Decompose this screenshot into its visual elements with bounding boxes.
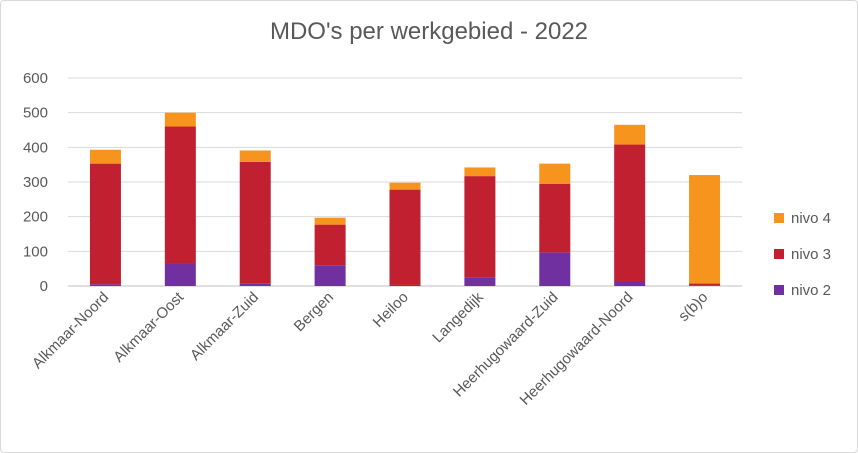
bar-nivo-4: [539, 163, 571, 184]
bar-nivo-3: [164, 126, 196, 264]
bar-nivo-3: [314, 224, 346, 266]
bar-nivo-4: [689, 175, 721, 284]
bar-nivo-4: [314, 217, 346, 225]
bar-nivo-4: [614, 124, 646, 145]
x-tick-label: Bergen: [291, 289, 337, 335]
bar-nivo-2: [689, 285, 721, 286]
x-tick-label: Heiloo: [370, 289, 412, 331]
x-tick-label: Alkmaar-Noord: [29, 289, 112, 372]
bar-nivo-3: [464, 176, 496, 278]
bar-nivo-3: [239, 161, 271, 284]
bar-nivo-3: [389, 189, 421, 285]
bar-nivo-2: [239, 283, 271, 286]
bar-nivo-2: [464, 277, 496, 286]
legend-swatch: [774, 249, 784, 259]
bar-nivo-4: [389, 182, 421, 190]
y-tick-label: 200: [23, 209, 48, 226]
x-tick-label: Alkmaar-Oost: [110, 288, 187, 365]
bar-nivo-2: [614, 281, 646, 286]
bar-nivo-3: [89, 163, 121, 285]
bar-nivo-4: [89, 149, 121, 164]
legend-label: nivo 2: [791, 282, 831, 299]
y-tick-label: 300: [23, 174, 48, 191]
bar-nivo-3: [614, 144, 646, 282]
x-tick-label: Langedijk: [429, 288, 487, 346]
legend-label: nivo 3: [791, 246, 831, 263]
bar-nivo-4: [164, 112, 196, 127]
x-tick-label: Alkmaar-Zuid: [187, 289, 262, 364]
chart-title: MDO's per werkgebied - 2022: [269, 18, 589, 45]
bar-nivo-4: [239, 150, 271, 162]
bar-nivo-4: [464, 167, 496, 177]
legend-swatch: [774, 285, 784, 295]
bar-nivo-2: [539, 252, 571, 286]
legend-label: nivo 4: [791, 210, 831, 227]
y-tick-label: 600: [23, 70, 48, 87]
bar-nivo-3: [689, 283, 721, 286]
bar-nivo-2: [89, 284, 121, 286]
y-tick-label: 500: [23, 105, 48, 122]
bar-nivo-2: [314, 265, 346, 286]
bar-nivo-3: [539, 183, 571, 253]
y-tick-label: 0: [40, 278, 48, 295]
bar-nivo-2: [164, 263, 196, 286]
bar-nivo-2: [389, 284, 421, 286]
y-tick-label: 100: [23, 243, 48, 260]
x-tick-label: s(b)o: [675, 289, 711, 325]
legend-swatch: [774, 213, 784, 223]
y-tick-label: 400: [23, 139, 48, 156]
